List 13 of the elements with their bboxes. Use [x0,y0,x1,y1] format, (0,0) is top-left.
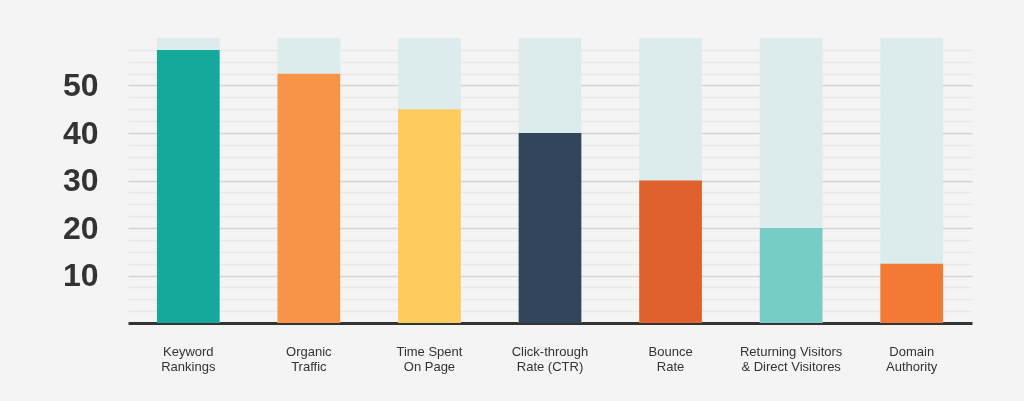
x-tick-label: Bounce Rate [648,343,693,374]
y-tick-label: 40 [62,114,99,151]
x-tick-label: Click-through Rate (CTR) [511,343,589,374]
y-tick-label: 50 [62,67,99,103]
y-tick-label: 20 [62,209,99,246]
x-tick-label: Keyword Rankings [161,343,216,374]
x-tick-label: Organic Traffic [286,343,333,374]
x-tick-label: Time Spent On Page [396,343,463,374]
bar [880,263,944,323]
y-tick-label: 10 [62,257,99,293]
y-tick-label: 30 [62,162,99,198]
x-tick-label: Returning Visitors & Direct Visitores [739,343,843,374]
x-tick-label: Domain Authority [886,343,938,374]
